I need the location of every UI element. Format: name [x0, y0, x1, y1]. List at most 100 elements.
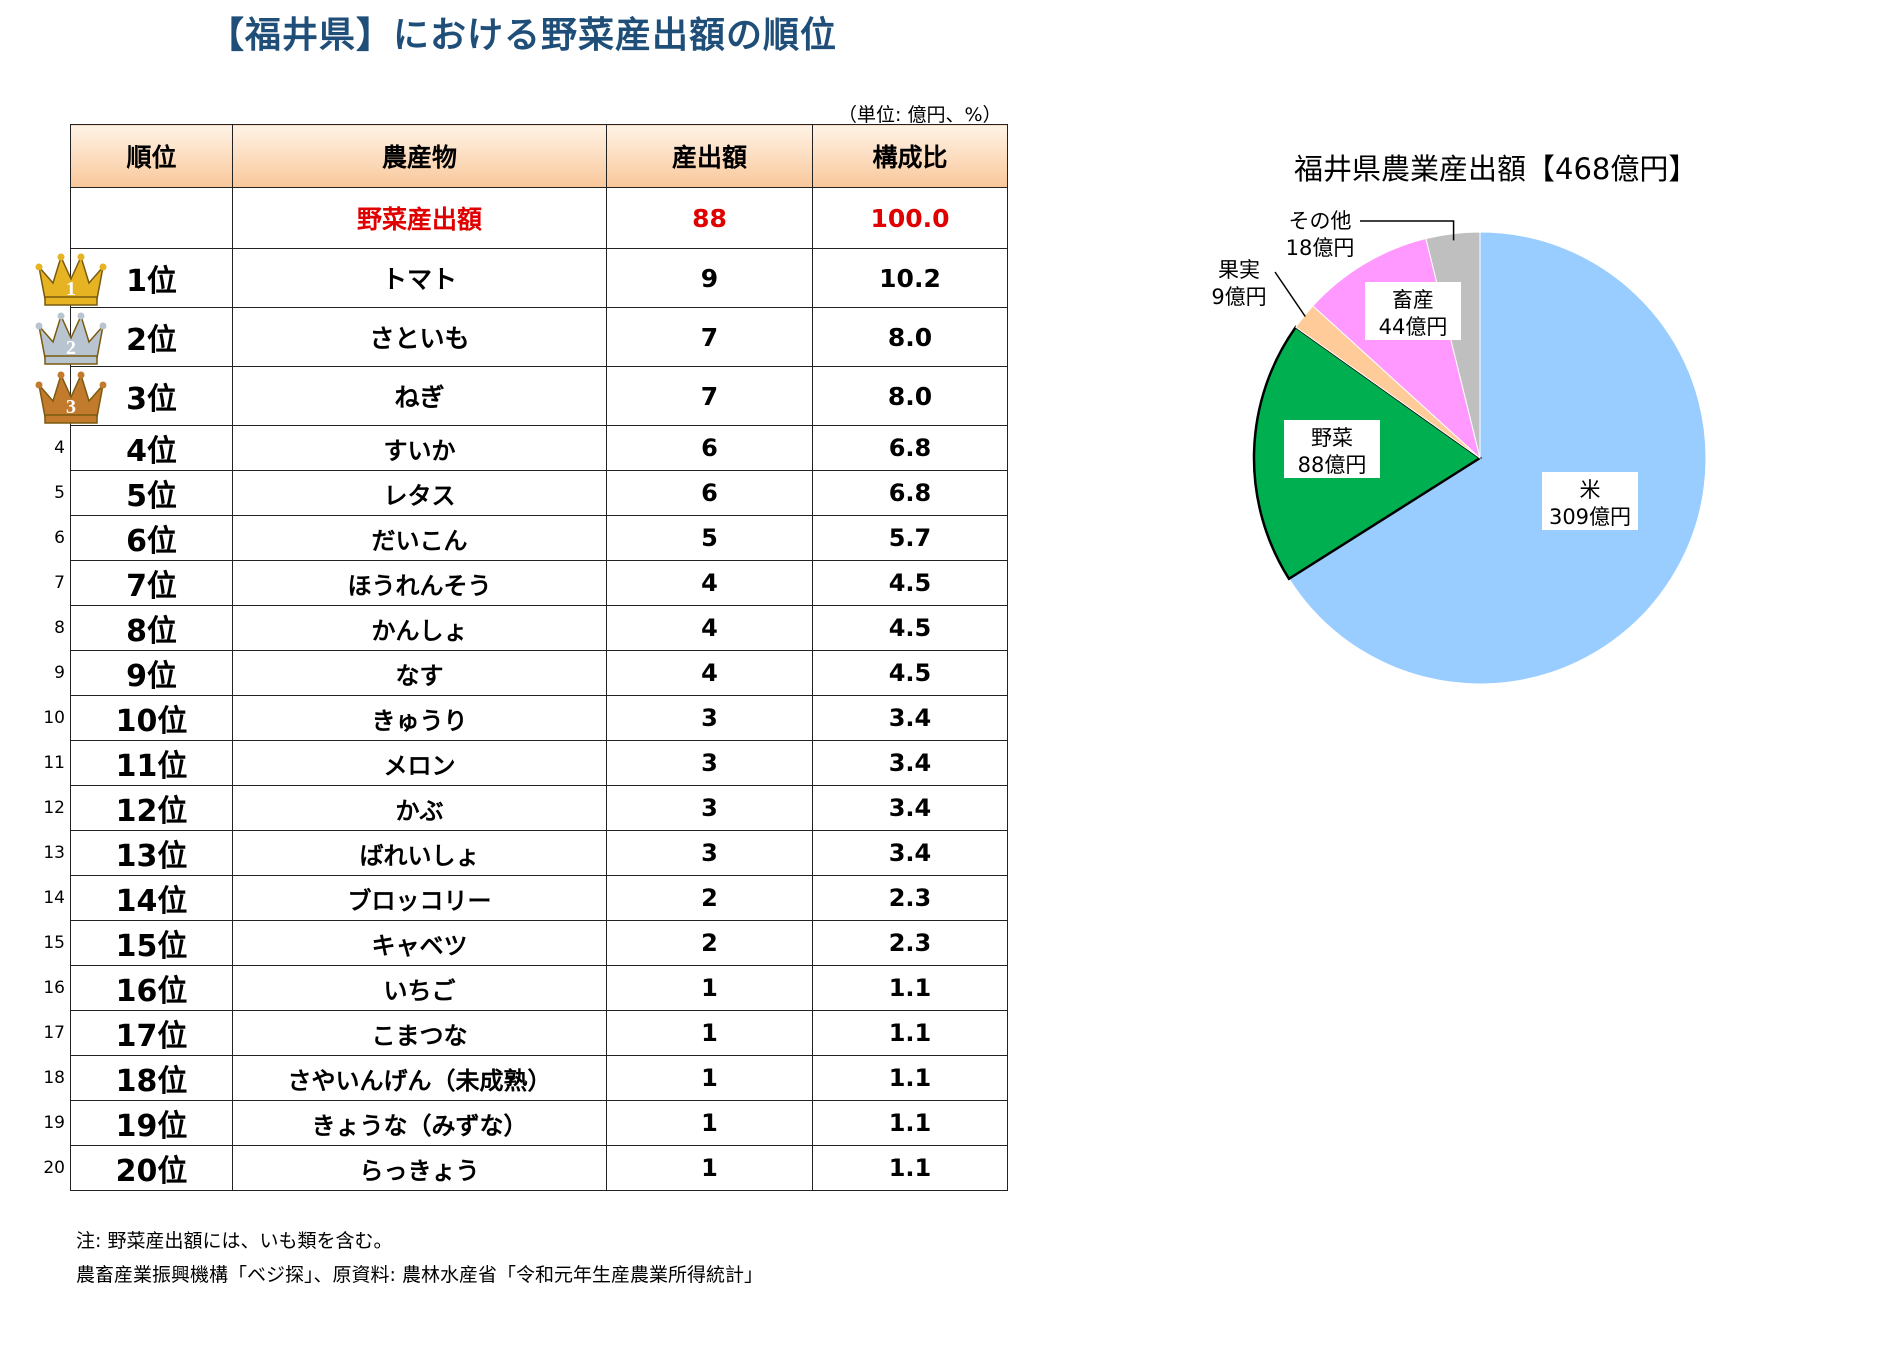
crop-name: ブロッコリー [232, 875, 607, 921]
share-value: 8.0 [812, 307, 1008, 367]
output-value: 4 [606, 605, 813, 651]
share-value: 4.5 [812, 560, 1008, 606]
crop-name: ねぎ [232, 366, 607, 426]
table-row: 17位 17 こまつな 1 1.1 [43, 1010, 1008, 1056]
row-number: 16 [43, 978, 65, 998]
output-value: 3 [606, 830, 813, 876]
crop-name: ほうれんそう [232, 560, 607, 606]
crop-name: メロン [232, 740, 607, 786]
rank-label: 1位 1 [35, 248, 233, 308]
table-row: 19位 19 きょうな（みずな） 1 1.1 [43, 1100, 1008, 1146]
crop-name: かんしょ [232, 605, 607, 651]
output-value: 3 [606, 785, 813, 831]
slice-label: 畜産 44億円 [1365, 282, 1461, 340]
table-row: 2位 2 さといも 7 8.0 [35, 307, 1008, 367]
total-row: 野菜産出額 88 100.0 [70, 187, 1008, 249]
table-row: 9位 9 なす 4 4.5 [54, 650, 1008, 696]
rank-text: 13位 [115, 839, 188, 874]
row-number: 17 [43, 1023, 65, 1043]
row-number: 15 [43, 933, 65, 953]
table-row: 1位 1 トマト 9 10.2 [35, 248, 1008, 308]
crop-name: さやいんげん（未成熟） [232, 1055, 607, 1101]
row-number: 13 [43, 843, 65, 863]
crop-name: レタス [232, 470, 607, 516]
output-value: 4 [606, 650, 813, 696]
output-value: 4 [606, 560, 813, 606]
crop-name: なす [232, 650, 607, 696]
slice-label: 野菜 88億円 [1284, 420, 1380, 478]
table-row: 20位 20 らっきょう 1 1.1 [43, 1145, 1008, 1191]
header-value: 産出額 [606, 124, 813, 188]
rank-text: 5位 [126, 479, 177, 514]
output-value: 1 [606, 1145, 813, 1191]
slice-name: その他 [1289, 209, 1352, 233]
row-number: 19 [43, 1113, 65, 1133]
output-value: 2 [606, 875, 813, 921]
rank-label: 13位 13 [43, 830, 233, 876]
rank-label: 8位 8 [54, 605, 233, 651]
rank-label: 9位 9 [54, 650, 233, 696]
pie-chart: 米 309億円 野菜 88億円 果実 9億円 畜産 44億円 その他 18億円 [1211, 209, 1707, 685]
share-value: 8.0 [812, 366, 1008, 426]
crop-name: きゅうり [232, 695, 607, 741]
share-value: 3.4 [812, 830, 1008, 876]
output-value: 6 [606, 470, 813, 516]
share-value: 1.1 [812, 1145, 1008, 1191]
output-value: 2 [606, 920, 813, 966]
rank-text: 20位 [115, 1154, 188, 1189]
rank-label: 17位 17 [43, 1010, 233, 1056]
crop-name: すいか [232, 425, 607, 471]
rank-label: 14位 14 [43, 875, 233, 921]
share-value: 10.2 [812, 248, 1008, 308]
share-value: 4.5 [812, 605, 1008, 651]
share-value: 2.3 [812, 875, 1008, 921]
crown-number: 1 [66, 278, 76, 300]
row-number: 8 [54, 618, 65, 638]
table-row: 11位 11 メロン 3 3.4 [43, 740, 1008, 786]
slice-value: 88億円 [1298, 453, 1367, 477]
share-value: 3.4 [812, 785, 1008, 831]
rank-text: 14位 [115, 884, 188, 919]
output-value: 1 [606, 965, 813, 1011]
output-value: 6 [606, 425, 813, 471]
source-note: 農畜産業振興機構「ベジ探」、原資料: 農林水産省「令和元年生産農業所得統計」 [76, 1264, 763, 1286]
total-value: 88 [606, 187, 813, 249]
rank-label: 11位 11 [43, 740, 233, 786]
table-row: 4位 4 すいか 6 6.8 [54, 425, 1008, 471]
row-number: 4 [54, 438, 65, 458]
share-value: 1.1 [812, 1100, 1008, 1146]
pie-chart-panel: 福井県農業産出額【468億円】 米 309億円 野菜 88億円 果実 9億円 畜産 44億円 そ… [1180, 140, 1820, 740]
row-number: 14 [43, 888, 65, 908]
row-number: 12 [43, 798, 65, 818]
output-value: 1 [606, 1055, 813, 1101]
slice-value: 44億円 [1379, 315, 1448, 339]
rank-text: 15位 [115, 929, 188, 964]
row-number: 7 [54, 573, 65, 593]
rank-label: 6位 6 [54, 515, 233, 561]
rank-text: 16位 [115, 974, 188, 1009]
output-value: 9 [606, 248, 813, 308]
output-value: 7 [606, 366, 813, 426]
rank-text: 1位 [126, 264, 177, 299]
share-value: 1.1 [812, 1010, 1008, 1056]
share-value: 5.7 [812, 515, 1008, 561]
crown-number: 2 [66, 337, 76, 359]
rank-label: 10位 10 [43, 695, 233, 741]
crown-icon: 1 [35, 253, 107, 306]
crop-name: いちご [232, 965, 607, 1011]
rank-label: 18位 18 [43, 1055, 233, 1101]
rank-label: 5位 5 [54, 470, 233, 516]
rank-label: 20位 20 [43, 1145, 233, 1191]
table-row: 13位 13 ばれいしょ 3 3.4 [43, 830, 1008, 876]
slice-value: 9億円 [1211, 285, 1266, 309]
slice-value: 309億円 [1549, 505, 1631, 529]
share-value: 2.3 [812, 920, 1008, 966]
row-number: 6 [54, 528, 65, 548]
chart-title: 福井県農業産出額【468億円】 [1294, 152, 1698, 186]
rank-text: 2位 [126, 323, 177, 358]
row-number: 11 [43, 753, 65, 773]
row-number: 18 [43, 1068, 65, 1088]
crop-name: キャベツ [232, 920, 607, 966]
row-number: 5 [54, 483, 65, 503]
share-value: 3.4 [812, 695, 1008, 741]
